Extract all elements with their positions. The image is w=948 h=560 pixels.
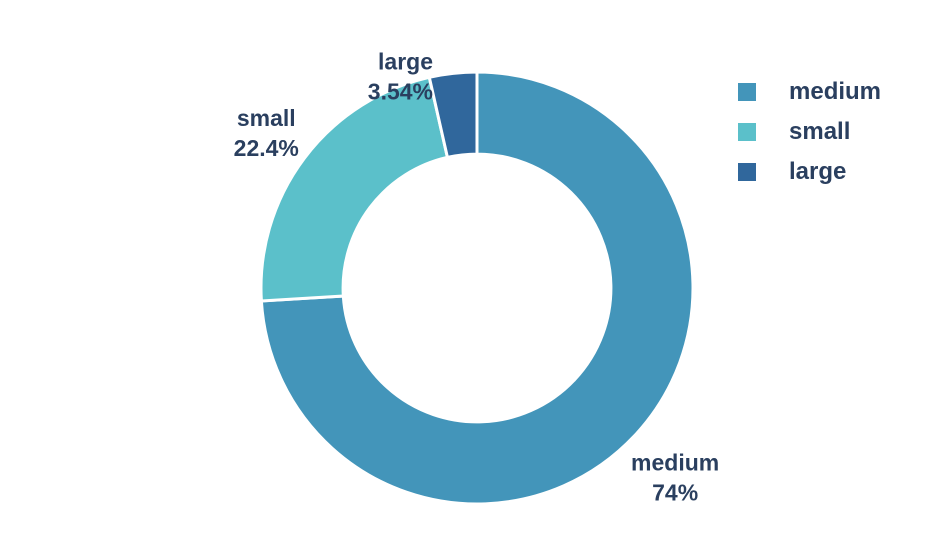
- slice-large: [427, 70, 479, 160]
- slice-medium: [259, 70, 695, 506]
- slice-label-medium: medium 74%: [631, 450, 719, 506]
- legend-label: large: [789, 158, 847, 185]
- slice-labels: medium 74% small 22.4% large 3.54%: [234, 48, 720, 505]
- slice-label-percent: 74%: [652, 480, 698, 506]
- legend-item-large[interactable]: large: [738, 152, 881, 192]
- slice-label-name: medium: [631, 450, 719, 476]
- legend-item-medium[interactable]: medium: [738, 72, 881, 112]
- legend-label: small: [789, 118, 851, 145]
- legend-item-small[interactable]: small: [738, 112, 881, 152]
- chart-legend: medium small large: [738, 72, 881, 192]
- legend-swatch: [738, 123, 756, 141]
- slice-label-large: large 3.54%: [368, 48, 433, 104]
- slice-label-name: small: [237, 105, 296, 131]
- legend-swatch: [738, 163, 756, 181]
- slice-label-name: large: [378, 48, 433, 74]
- legend-label: medium: [789, 78, 882, 105]
- donut-slices: [259, 70, 695, 506]
- slice-small: [259, 75, 450, 303]
- slice-label-percent: 22.4%: [234, 135, 299, 161]
- legend-swatch: [738, 83, 756, 101]
- slice-label-percent: 3.54%: [368, 78, 433, 104]
- slice-label-small: small 22.4%: [234, 105, 299, 161]
